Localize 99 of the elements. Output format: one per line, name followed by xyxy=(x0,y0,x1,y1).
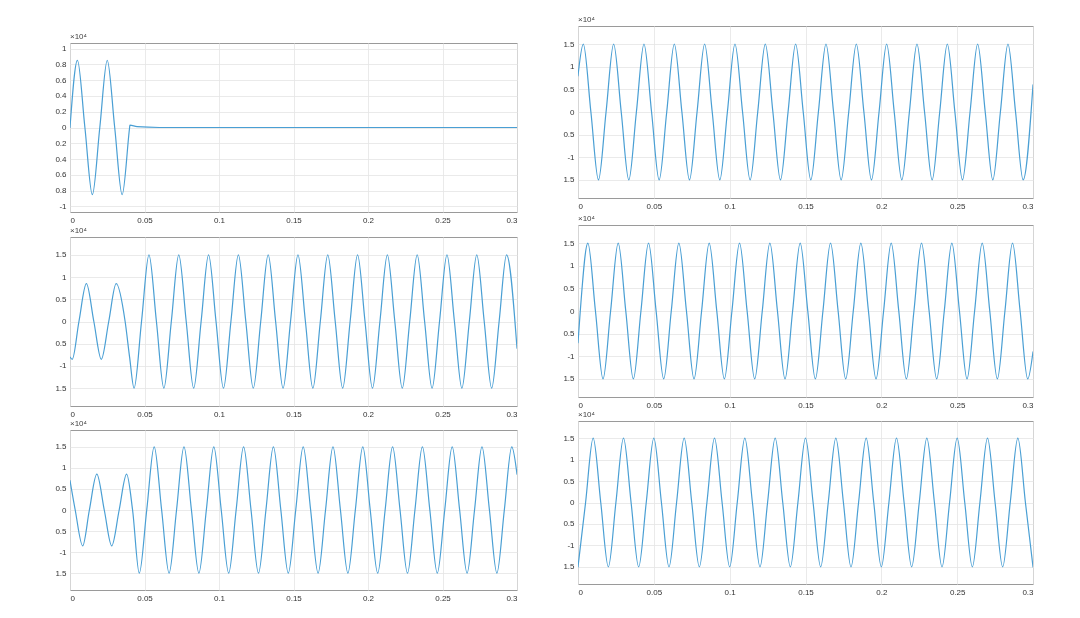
x-tick-label: 0.1 xyxy=(724,400,737,410)
y-tick-label: 0.8 xyxy=(55,186,68,196)
y-tick-label: 0 xyxy=(62,123,68,132)
y-tick-label: 1 xyxy=(570,62,576,72)
y-tick-label: 1.5 xyxy=(563,433,576,443)
x-tick-label: 0.2 xyxy=(876,400,888,410)
x-tick-label: 0.15 xyxy=(798,587,815,597)
x-tick-label: 0.3 xyxy=(1022,587,1035,597)
y-tick-label: 1 xyxy=(570,455,576,465)
line-series xyxy=(70,254,517,389)
x-tick-label: 0.2 xyxy=(876,201,888,211)
x-tick-label: 0.05 xyxy=(646,587,663,597)
y-tick-label: 0.5 xyxy=(563,476,576,486)
x-tick-label: 0.15 xyxy=(286,593,303,603)
y-tick-label: -1 xyxy=(59,361,68,371)
y-tick-label: 0.4 xyxy=(55,154,68,164)
y-tick-label: 0.5 xyxy=(55,484,68,494)
y-tick-label: -1 xyxy=(59,547,68,557)
y-tick-label: 0.6 xyxy=(55,170,68,180)
y-tick-label: 1.5 xyxy=(55,250,68,260)
y-tick-label: 0.5 xyxy=(55,339,68,349)
x-tick-label: 0.15 xyxy=(798,400,815,410)
x-tick-label: 0.25 xyxy=(435,409,452,419)
y-tick-label: 0.4 xyxy=(55,91,68,101)
y-tick-label: 0.5 xyxy=(563,283,576,293)
y-tick-label: 1 xyxy=(570,261,576,271)
y-tick-label: -1 xyxy=(59,201,68,211)
text: ×10⁴ xyxy=(578,15,596,24)
y-tick-label: 0 xyxy=(62,317,68,326)
x-tick-label: 0.3 xyxy=(506,409,519,419)
x-tick-label: 0.05 xyxy=(137,215,154,225)
y-tick-label: 1.5 xyxy=(563,562,576,572)
y-tick-label: 1.5 xyxy=(563,238,576,248)
y-tick-label: 0 xyxy=(62,505,68,515)
x-tick-label: 0.25 xyxy=(435,215,452,225)
x-tick-label: 0 xyxy=(578,201,584,211)
y-tick-label: 0 xyxy=(570,306,576,316)
x-tick-label: 0.2 xyxy=(362,593,375,603)
line-series xyxy=(578,242,1033,380)
x-tick-label: 0.3 xyxy=(506,215,519,225)
x-tick-label: 0 xyxy=(578,400,584,410)
line-series xyxy=(70,446,517,574)
x-tick-label: 0.3 xyxy=(1022,400,1035,410)
x-tick-label: 0.15 xyxy=(286,215,303,225)
x-tick-label: 0.1 xyxy=(724,201,737,211)
text: ×10⁴ xyxy=(70,226,88,235)
y-tick-label: 1.5 xyxy=(563,175,576,185)
x-tick-label: 0 xyxy=(70,215,76,225)
x-tick-label: 0.1 xyxy=(213,215,226,225)
y-tick-label: 0.5 xyxy=(563,130,576,140)
y-tick-label: 1.5 xyxy=(563,39,576,49)
y-tick-label: 1 xyxy=(62,44,68,54)
text: ×10⁴ xyxy=(70,419,88,428)
x-tick-label: 0.05 xyxy=(646,400,663,410)
x-tick-label: 0.2 xyxy=(362,215,375,225)
y-tick-label: 0.5 xyxy=(563,84,576,94)
y-tick-label: 1 xyxy=(62,463,68,473)
y-tick-label: 0.2 xyxy=(55,138,68,148)
y-tick-label: 0.2 xyxy=(55,107,68,117)
y-tick-label: 1.5 xyxy=(55,568,68,578)
x-tick-label: 0 xyxy=(578,587,584,597)
y-tick-label: 1.5 xyxy=(55,383,68,393)
x-tick-label: 0 xyxy=(70,409,76,419)
x-tick-label: 0.1 xyxy=(213,593,226,603)
x-tick-label: 0.15 xyxy=(798,201,815,211)
x-tick-label: 0.3 xyxy=(1022,201,1035,211)
x-tick-label: 0.05 xyxy=(137,593,154,603)
y-tick-label: 1.5 xyxy=(55,442,68,452)
line-series xyxy=(70,59,517,196)
x-tick-label: 0.05 xyxy=(646,201,663,211)
x-tick-label: 0.25 xyxy=(435,593,452,603)
x-tick-label: 0.05 xyxy=(137,409,154,419)
y-tick-label: 0 xyxy=(570,107,576,117)
y-tick-label: 0.5 xyxy=(563,519,576,529)
line-series xyxy=(578,43,1033,181)
y-tick-label: -1 xyxy=(567,152,576,162)
text: ×10⁴ xyxy=(578,410,596,419)
y-tick-label: 0.8 xyxy=(55,59,68,69)
y-tick-label: 0.6 xyxy=(55,75,68,85)
x-tick-label: 0.25 xyxy=(949,587,966,597)
x-tick-label: 0.1 xyxy=(724,587,737,597)
y-tick-label: 0.5 xyxy=(55,294,68,304)
x-tick-label: 0.25 xyxy=(949,201,966,211)
y-tick-label: 0.5 xyxy=(563,329,576,339)
text: ×10⁴ xyxy=(70,32,88,41)
y-tick-label: 1 xyxy=(62,272,68,282)
x-tick-label: 0.3 xyxy=(506,593,519,603)
text: ×10⁴ xyxy=(578,214,596,223)
y-tick-label: 0 xyxy=(570,498,576,507)
x-tick-label: 0.15 xyxy=(286,409,303,419)
x-tick-label: 0 xyxy=(70,593,76,603)
x-tick-label: 0.25 xyxy=(949,400,966,410)
x-tick-label: 0.2 xyxy=(362,409,375,419)
x-tick-label: 0.1 xyxy=(213,409,226,419)
y-tick-label: 1.5 xyxy=(563,374,576,384)
y-tick-label: -1 xyxy=(567,351,576,361)
x-tick-label: 0.2 xyxy=(876,587,888,597)
y-tick-label: 0.5 xyxy=(55,526,68,536)
y-tick-label: -1 xyxy=(567,540,576,550)
